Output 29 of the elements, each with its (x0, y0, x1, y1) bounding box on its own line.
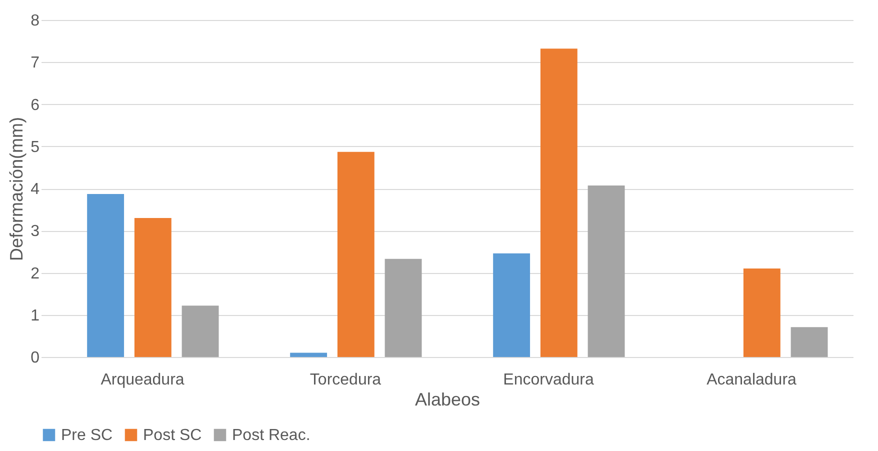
y-tick-label: 1 (30, 307, 40, 324)
bar (540, 48, 578, 357)
y-tick-label: 8 (30, 12, 40, 30)
bar (337, 152, 374, 357)
y-tick-label: 5 (30, 138, 40, 156)
bar (790, 327, 828, 357)
y-tick-label: 0 (30, 350, 40, 366)
bar (384, 258, 422, 357)
bar (743, 268, 780, 357)
x-tick-label: Acanaladura (706, 372, 797, 388)
bar (182, 306, 219, 357)
bar (134, 218, 172, 357)
x-tick-label: Encorvadura (503, 372, 594, 388)
y-tick-label: 2 (30, 265, 40, 282)
y-tick-label: 4 (30, 181, 40, 198)
legend-label: Post SC (143, 427, 202, 444)
bar (87, 194, 124, 357)
legend-label: Post Reac. (232, 427, 310, 444)
y-tick-label: 3 (30, 223, 40, 240)
bar (493, 253, 530, 357)
y-tick-label: 7 (30, 54, 40, 72)
y-tick-label: 6 (30, 96, 40, 114)
x-axis-title: Alabeos (414, 390, 480, 410)
legend-label: Pre SC (61, 427, 113, 444)
bar (588, 186, 625, 357)
y-axis-title: Deformación(mm) (6, 116, 27, 262)
x-tick-label: Torcedura (310, 372, 382, 388)
x-tick-label: Arqueadura (100, 372, 184, 388)
bar (290, 352, 328, 357)
